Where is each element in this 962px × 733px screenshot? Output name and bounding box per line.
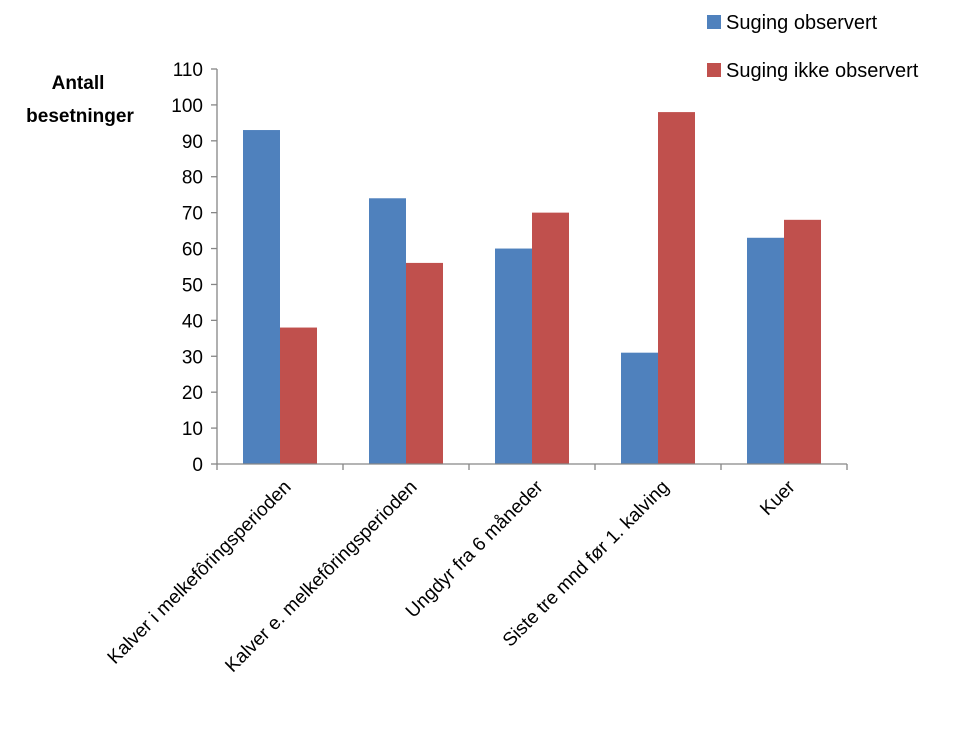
y-axis-label-line-2: besetninger (26, 106, 134, 127)
y-tick-label: 10 (182, 419, 203, 440)
legend: Suging observert Suging ikke observert (707, 12, 919, 82)
y-tick-label: 70 (182, 204, 203, 225)
legend-label-not-observed: Suging ikke observert (726, 60, 919, 82)
bar-not-observed-4 (784, 219, 821, 464)
bar-observed-3 (621, 352, 658, 464)
bar-not-observed-0 (280, 327, 317, 464)
bar-not-observed-3 (658, 112, 695, 464)
bar-not-observed-2 (532, 212, 569, 464)
bar-observed-0 (243, 130, 280, 464)
y-tick-label: 0 (192, 455, 203, 476)
bar-observed-4 (747, 237, 784, 464)
y-tick-label: 80 (182, 168, 203, 189)
bar-observed-2 (495, 248, 532, 464)
y-tick-label: 100 (171, 96, 203, 117)
y-tick-label: 60 (182, 240, 203, 261)
y-axis-label-line-1: Antall (52, 73, 105, 94)
y-tick-label: 90 (182, 132, 203, 153)
y-ticks-layer: 0 10 20 30 40 50 60 70 80 90 100 110 (171, 60, 217, 476)
y-axis-label: Antall besetninger (26, 73, 134, 127)
bar-observed-1 (369, 198, 406, 465)
legend-label-observed: Suging observert (726, 12, 878, 34)
y-tick-label: 40 (182, 311, 203, 332)
legend-swatch-not-observed (707, 63, 721, 77)
y-tick-label: 110 (173, 60, 203, 81)
x-tick-label: Kuer (756, 476, 800, 520)
bar-not-observed-1 (406, 262, 443, 464)
legend-swatch-observed (707, 15, 721, 29)
bars-layer (243, 112, 821, 465)
x-tick-label: Ungdyr fra 6 måneder (402, 476, 548, 622)
y-tick-label: 50 (182, 275, 203, 296)
y-tick-label: 30 (182, 347, 203, 368)
axes-layer (216, 69, 848, 470)
y-tick-label: 20 (182, 383, 203, 404)
